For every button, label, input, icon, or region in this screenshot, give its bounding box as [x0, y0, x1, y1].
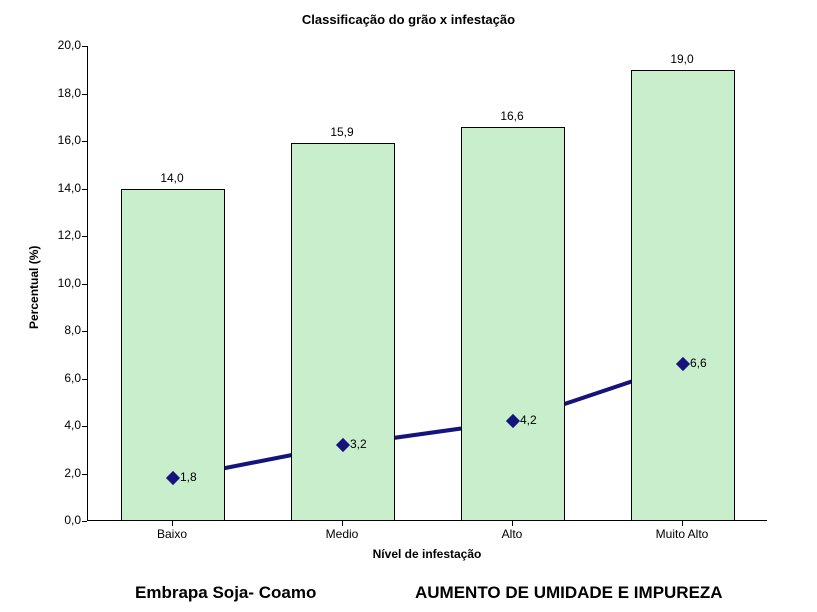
chart-title: Classificação do grão x infestação — [0, 12, 817, 27]
bar-data-label: 19,0 — [670, 52, 693, 66]
y-tick-label: 10,0 — [47, 276, 81, 290]
bar — [631, 70, 735, 521]
x-tick-mark — [682, 521, 683, 526]
y-tick-mark — [82, 521, 87, 522]
x-tick-label: Medio — [326, 527, 359, 541]
x-tick-mark — [172, 521, 173, 526]
line-data-label: 4,2 — [520, 413, 537, 427]
line-series-path — [173, 364, 683, 478]
y-tick-mark — [82, 189, 87, 190]
x-axis-label: Nível de infestação — [87, 547, 767, 561]
y-tick-mark — [82, 331, 87, 332]
y-tick-mark — [82, 379, 87, 380]
y-tick-label: 20,0 — [47, 38, 81, 52]
bar — [291, 143, 395, 521]
y-axis-label: Percentual (%) — [27, 245, 41, 328]
y-tick-mark — [82, 474, 87, 475]
y-tick-mark — [82, 284, 87, 285]
x-tick-label: Muito Alto — [656, 527, 709, 541]
x-tick-mark — [342, 521, 343, 526]
y-tick-mark — [82, 236, 87, 237]
footer-right-text: AUMENTO DE UMIDADE E IMPUREZA — [415, 583, 723, 603]
bar-data-label: 16,6 — [500, 109, 523, 123]
y-tick-mark — [82, 94, 87, 95]
line-data-label: 6,6 — [690, 356, 707, 370]
y-tick-label: 12,0 — [47, 228, 81, 242]
chart-page: { "chart": { "title": "Classificação do … — [0, 0, 817, 612]
y-tick-label: 4,0 — [47, 418, 81, 432]
x-tick-label: Alto — [502, 527, 523, 541]
x-tick-mark — [512, 521, 513, 526]
y-tick-label: 18,0 — [47, 86, 81, 100]
line-data-label: 1,8 — [180, 470, 197, 484]
y-tick-mark — [82, 46, 87, 47]
y-tick-label: 16,0 — [47, 133, 81, 147]
bar-data-label: 15,9 — [330, 125, 353, 139]
y-tick-mark — [82, 426, 87, 427]
y-tick-label: 0,0 — [47, 513, 81, 527]
y-tick-label: 6,0 — [47, 371, 81, 385]
line-data-label: 3,2 — [350, 437, 367, 451]
y-tick-mark — [82, 141, 87, 142]
footer-left-text: Embrapa Soja- Coamo — [135, 583, 316, 603]
plot-area — [87, 46, 767, 521]
bar — [461, 127, 565, 521]
y-tick-label: 8,0 — [47, 323, 81, 337]
y-tick-label: 2,0 — [47, 466, 81, 480]
y-tick-label: 14,0 — [47, 181, 81, 195]
x-tick-label: Baixo — [157, 527, 187, 541]
bar-data-label: 14,0 — [160, 171, 183, 185]
